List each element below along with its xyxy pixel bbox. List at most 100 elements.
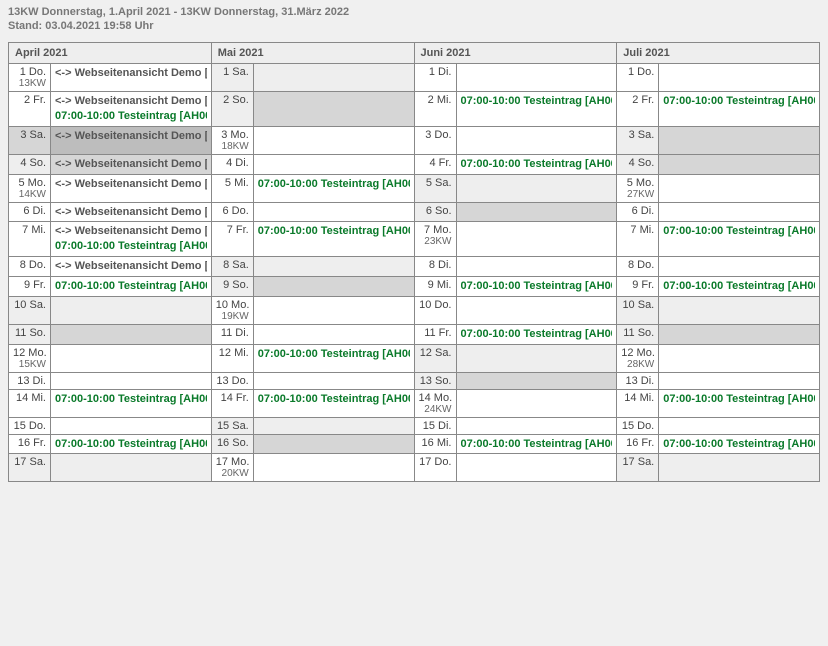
day-cell[interactable]: 13 Di. [9,372,51,389]
day-cell[interactable]: 8 Do. [9,257,51,277]
event-testeintrag[interactable]: 07:00-10:00 Testeintrag [AH001] [55,437,207,452]
day-cell[interactable]: 12 Mo.15KW [9,344,51,372]
day-cell[interactable]: 11 Di. [211,324,253,344]
day-cell[interactable]: 7 Mo.23KW [414,222,456,257]
event-webansicht[interactable]: <-> Webseitenansicht Demo [www] [55,129,207,144]
event-cell[interactable]: <-> Webseitenansicht Demo [www]07:00-10:… [51,92,212,127]
event-cell[interactable] [659,296,820,324]
day-cell[interactable]: 1 Do.13KW [9,64,51,92]
event-cell[interactable] [51,372,212,389]
day-cell[interactable]: 3 Mo.18KW [211,126,253,154]
event-cell[interactable] [253,454,414,482]
event-cell[interactable] [456,64,617,92]
day-cell[interactable]: 14 Mo.24KW [414,389,456,417]
day-cell[interactable]: 12 Sa. [414,344,456,372]
day-cell[interactable]: 16 Mi. [414,434,456,454]
day-cell[interactable]: 10 Sa. [617,296,659,324]
day-cell[interactable]: 6 So. [414,202,456,222]
day-cell[interactable]: 11 Fr. [414,324,456,344]
event-testeintrag[interactable]: 07:00-10:00 Testeintrag [AH001] [55,279,207,294]
day-cell[interactable]: 14 Fr. [211,389,253,417]
day-cell[interactable]: 6 Do. [211,202,253,222]
day-cell[interactable]: 15 Sa. [211,417,253,434]
event-testeintrag[interactable]: 07:00-10:00 Testeintrag [AH001] [663,224,815,239]
event-cell[interactable]: <-> Webseitenansicht Demo [www] [51,174,212,202]
event-cell[interactable] [659,202,820,222]
event-cell[interactable] [659,324,820,344]
event-cell[interactable] [456,174,617,202]
event-cell[interactable]: <-> Webseitenansicht Demo [www]07:00-10:… [51,222,212,257]
day-cell[interactable]: 9 So. [211,276,253,296]
day-cell[interactable]: 10 Sa. [9,296,51,324]
event-testeintrag[interactable]: 07:00-10:00 Testeintrag [AH001] [461,327,613,342]
day-cell[interactable]: 6 Di. [617,202,659,222]
event-cell[interactable]: <-> Webseitenansicht Demo [www] [51,64,212,92]
month-header[interactable]: Juni 2021 [414,43,617,64]
day-cell[interactable]: 17 Sa. [617,454,659,482]
event-cell[interactable]: 07:00-10:00 Testeintrag [AH001] [456,434,617,454]
event-cell[interactable]: 07:00-10:00 Testeintrag [AH001] [51,434,212,454]
event-cell[interactable] [659,372,820,389]
event-cell[interactable]: <-> Webseitenansicht Demo [www] [51,257,212,277]
day-cell[interactable]: 5 Mi. [211,174,253,202]
day-cell[interactable]: 1 Di. [414,64,456,92]
event-testeintrag[interactable]: 07:00-10:00 Testeintrag [AH001] [55,239,207,254]
day-cell[interactable]: 15 Do. [9,417,51,434]
day-cell[interactable]: 4 Di. [211,154,253,174]
event-cell[interactable]: 07:00-10:00 Testeintrag [AH001] [659,276,820,296]
event-cell[interactable] [51,417,212,434]
event-cell[interactable] [51,344,212,372]
event-testeintrag[interactable]: 07:00-10:00 Testeintrag [AH001] [663,392,815,407]
event-testeintrag[interactable]: 07:00-10:00 Testeintrag [AH001] [461,94,613,109]
day-cell[interactable]: 2 Fr. [9,92,51,127]
event-cell[interactable] [253,202,414,222]
day-cell[interactable]: 10 Do. [414,296,456,324]
day-cell[interactable]: 10 Mo.19KW [211,296,253,324]
day-cell[interactable]: 2 Fr. [617,92,659,127]
event-webansicht[interactable]: <-> Webseitenansicht Demo [www] [55,66,207,81]
event-cell[interactable]: 07:00-10:00 Testeintrag [AH001] [659,389,820,417]
event-cell[interactable] [253,296,414,324]
event-cell[interactable]: 07:00-10:00 Testeintrag [AH001] [253,222,414,257]
day-cell[interactable]: 17 Sa. [9,454,51,482]
day-cell[interactable]: 16 So. [211,434,253,454]
event-testeintrag[interactable]: 07:00-10:00 Testeintrag [AH001] [55,392,207,407]
event-webansicht[interactable]: <-> Webseitenansicht Demo [www] [55,94,207,109]
day-cell[interactable]: 8 Di. [414,257,456,277]
event-cell[interactable]: 07:00-10:00 Testeintrag [AH001] [456,154,617,174]
day-cell[interactable]: 8 Do. [617,257,659,277]
day-cell[interactable]: 5 Sa. [414,174,456,202]
day-cell[interactable]: 15 Di. [414,417,456,434]
day-cell[interactable]: 4 So. [617,154,659,174]
day-cell[interactable]: 5 Mo.27KW [617,174,659,202]
event-cell[interactable] [659,257,820,277]
event-cell[interactable] [253,92,414,127]
event-cell[interactable] [253,372,414,389]
event-cell[interactable] [253,276,414,296]
event-testeintrag[interactable]: 07:00-10:00 Testeintrag [AH001] [461,279,613,294]
day-cell[interactable]: 15 Do. [617,417,659,434]
event-cell[interactable]: <-> Webseitenansicht Demo [www] [51,154,212,174]
day-cell[interactable]: 3 Sa. [9,126,51,154]
day-cell[interactable]: 12 Mo.28KW [617,344,659,372]
event-cell[interactable] [456,257,617,277]
day-cell[interactable]: 12 Mi. [211,344,253,372]
event-cell[interactable] [659,454,820,482]
event-cell[interactable] [659,126,820,154]
day-cell[interactable]: 4 Fr. [414,154,456,174]
month-header[interactable]: Juli 2021 [617,43,820,64]
day-cell[interactable]: 11 So. [617,324,659,344]
event-cell[interactable] [456,344,617,372]
event-cell[interactable] [51,454,212,482]
event-cell[interactable]: 07:00-10:00 Testeintrag [AH001] [659,434,820,454]
day-cell[interactable]: 2 Mi. [414,92,456,127]
event-cell[interactable] [456,454,617,482]
day-cell[interactable]: 9 Mi. [414,276,456,296]
event-cell[interactable]: 07:00-10:00 Testeintrag [AH001] [456,92,617,127]
event-testeintrag[interactable]: 07:00-10:00 Testeintrag [AH001] [461,157,613,172]
day-cell[interactable]: 7 Mi. [9,222,51,257]
month-header[interactable]: Mai 2021 [211,43,414,64]
event-cell[interactable] [253,417,414,434]
day-cell[interactable]: 3 Do. [414,126,456,154]
event-cell[interactable] [253,64,414,92]
